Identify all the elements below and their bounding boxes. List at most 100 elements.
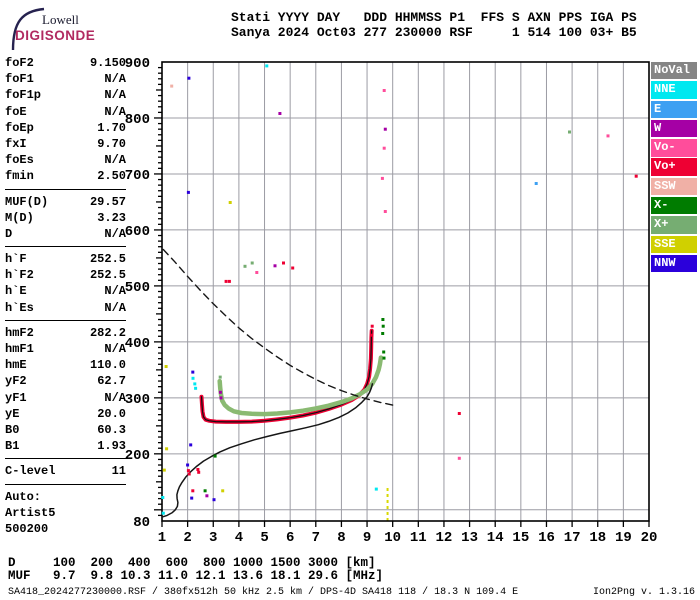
autoscaling-info-line: 500200 (5, 521, 49, 536)
param-label: C-level (5, 464, 56, 479)
x-trace (217, 355, 384, 417)
param-label: yF2 (5, 374, 27, 389)
svg-text:11: 11 (410, 530, 427, 546)
param-row: foEp 1.70 (5, 121, 126, 137)
param-value: 110.0 (89, 358, 126, 373)
param-value: N/A (104, 390, 126, 405)
param-label: yE (5, 406, 20, 421)
param-label: D (5, 226, 13, 241)
legend-item-sse: SSE (651, 235, 697, 253)
legend-item-nnw: NNW (651, 254, 697, 273)
param-row: B1 1.93 (5, 439, 126, 455)
param-row: fxI 9.70 (5, 137, 126, 153)
legend-item-x: X+ (651, 216, 697, 234)
param-label: h`Es (5, 300, 34, 315)
muf-row: MUF 9.7 9.8 10.3 11.0 12.1 13.6 18.1 29.… (8, 569, 384, 583)
param-row: D N/A (5, 227, 126, 243)
param-value: N/A (104, 342, 126, 356)
param-row: yE 20.0 (5, 407, 126, 423)
param-value: N/A (104, 226, 126, 241)
param-value: 60.3 (97, 422, 126, 437)
svg-text:5: 5 (260, 530, 268, 546)
param-row: foF2 9.150 (5, 56, 126, 72)
param-value: 252.5 (89, 252, 126, 267)
logo-digisonde-text: DIGISONDE (15, 28, 96, 43)
param-row: hmF2 282.2 (5, 326, 126, 342)
param-label: MUF(D) (5, 194, 49, 209)
param-label: B1 (5, 439, 20, 454)
svg-text:500: 500 (125, 280, 150, 296)
svg-text:7: 7 (312, 530, 320, 546)
param-label: hmF1 (5, 342, 34, 356)
param-row: C-level 11 (5, 464, 126, 480)
param-value: 3.23 (97, 210, 126, 225)
grid (162, 62, 649, 521)
legend-item-noval: NoVal (651, 62, 697, 80)
svg-text:700: 700 (125, 168, 150, 184)
version-info: Ion2Png v. 1.3.16 (592, 587, 695, 598)
param-value: N/A (104, 88, 126, 103)
param-value: N/A (104, 300, 126, 315)
param-value: 20.0 (97, 406, 126, 421)
param-label: fmin (5, 169, 34, 184)
param-row: hmE 110.0 (5, 358, 126, 374)
legend-item-e: E (651, 100, 697, 118)
param-value: 29.57 (89, 194, 126, 209)
autoscaling-info-line: Auto: (5, 489, 42, 504)
param-value: 9.70 (97, 136, 126, 151)
param-row: h`E N/A (5, 284, 126, 300)
param-row: M(D) 3.23 (5, 211, 126, 227)
echo-dots (161, 64, 638, 515)
param-value: 11 (111, 464, 126, 479)
parameter-panel: foF2 9.150 foF1 N/A foF1p N/A foE N/A foEp 1.70 fx… (5, 56, 126, 538)
param-value: 2.50 (97, 169, 126, 184)
svg-text:2: 2 (183, 530, 191, 546)
svg-text:20: 20 (641, 530, 658, 546)
svg-text:800: 800 (125, 112, 150, 128)
svg-text:12: 12 (436, 530, 453, 546)
header-line1: Stati YYYY DAY DDD HHMMSS P1 FFS S AXN P… (231, 10, 637, 25)
param-row: foE N/A (5, 105, 126, 121)
param-label: foEs (5, 153, 34, 168)
svg-text:13: 13 (461, 530, 478, 546)
svg-text:4: 4 (235, 530, 243, 546)
distance-row: D 100 200 400 600 800 1000 1500 3000 [km… (8, 556, 376, 570)
axis-ticks (154, 66, 650, 527)
autoscaling-info-line: Artist5 (5, 505, 56, 520)
param-row: B0 60.3 (5, 423, 126, 439)
param-label: foF1 (5, 72, 34, 87)
logo-lowell-text: Lowell (42, 12, 79, 27)
param-row: foF1 N/A (5, 72, 126, 88)
param-row: MUF(D) 29.57 (5, 195, 126, 211)
separator (5, 458, 126, 460)
separator (5, 246, 126, 248)
svg-text:18: 18 (589, 530, 606, 546)
param-value: N/A (104, 153, 126, 168)
legend-item-vo: Vo- (651, 139, 697, 157)
legend-item-w: W (651, 119, 697, 138)
separator (5, 188, 126, 190)
separator (5, 483, 126, 485)
param-label: M(D) (5, 210, 34, 225)
svg-text:8: 8 (337, 530, 345, 546)
param-value: 252.5 (89, 268, 126, 283)
svg-text:300: 300 (125, 392, 150, 408)
param-row: foF1p N/A (5, 88, 126, 104)
param-row: foEs N/A (5, 153, 126, 169)
param-label: hmF2 (5, 325, 34, 340)
y-axis-labels: 900 800 700 600 500 400 300 200 80 (125, 56, 150, 531)
param-row: h`Es N/A (5, 301, 126, 317)
o-trace-fit-line (200, 330, 373, 423)
svg-text:14: 14 (487, 530, 504, 546)
svg-text:80: 80 (133, 515, 150, 531)
param-label: yF1 (5, 390, 27, 405)
param-row: h`F2 252.5 (5, 268, 126, 284)
legend-item-vo: Vo+ (651, 158, 697, 176)
param-row: fmin 2.50 (5, 169, 126, 185)
param-value: N/A (104, 284, 126, 299)
param-row: yF2 62.7 (5, 374, 126, 390)
param-label: h`F (5, 252, 27, 267)
param-value: 9.150 (89, 56, 126, 70)
legend-item-nne: NNE (651, 81, 697, 99)
